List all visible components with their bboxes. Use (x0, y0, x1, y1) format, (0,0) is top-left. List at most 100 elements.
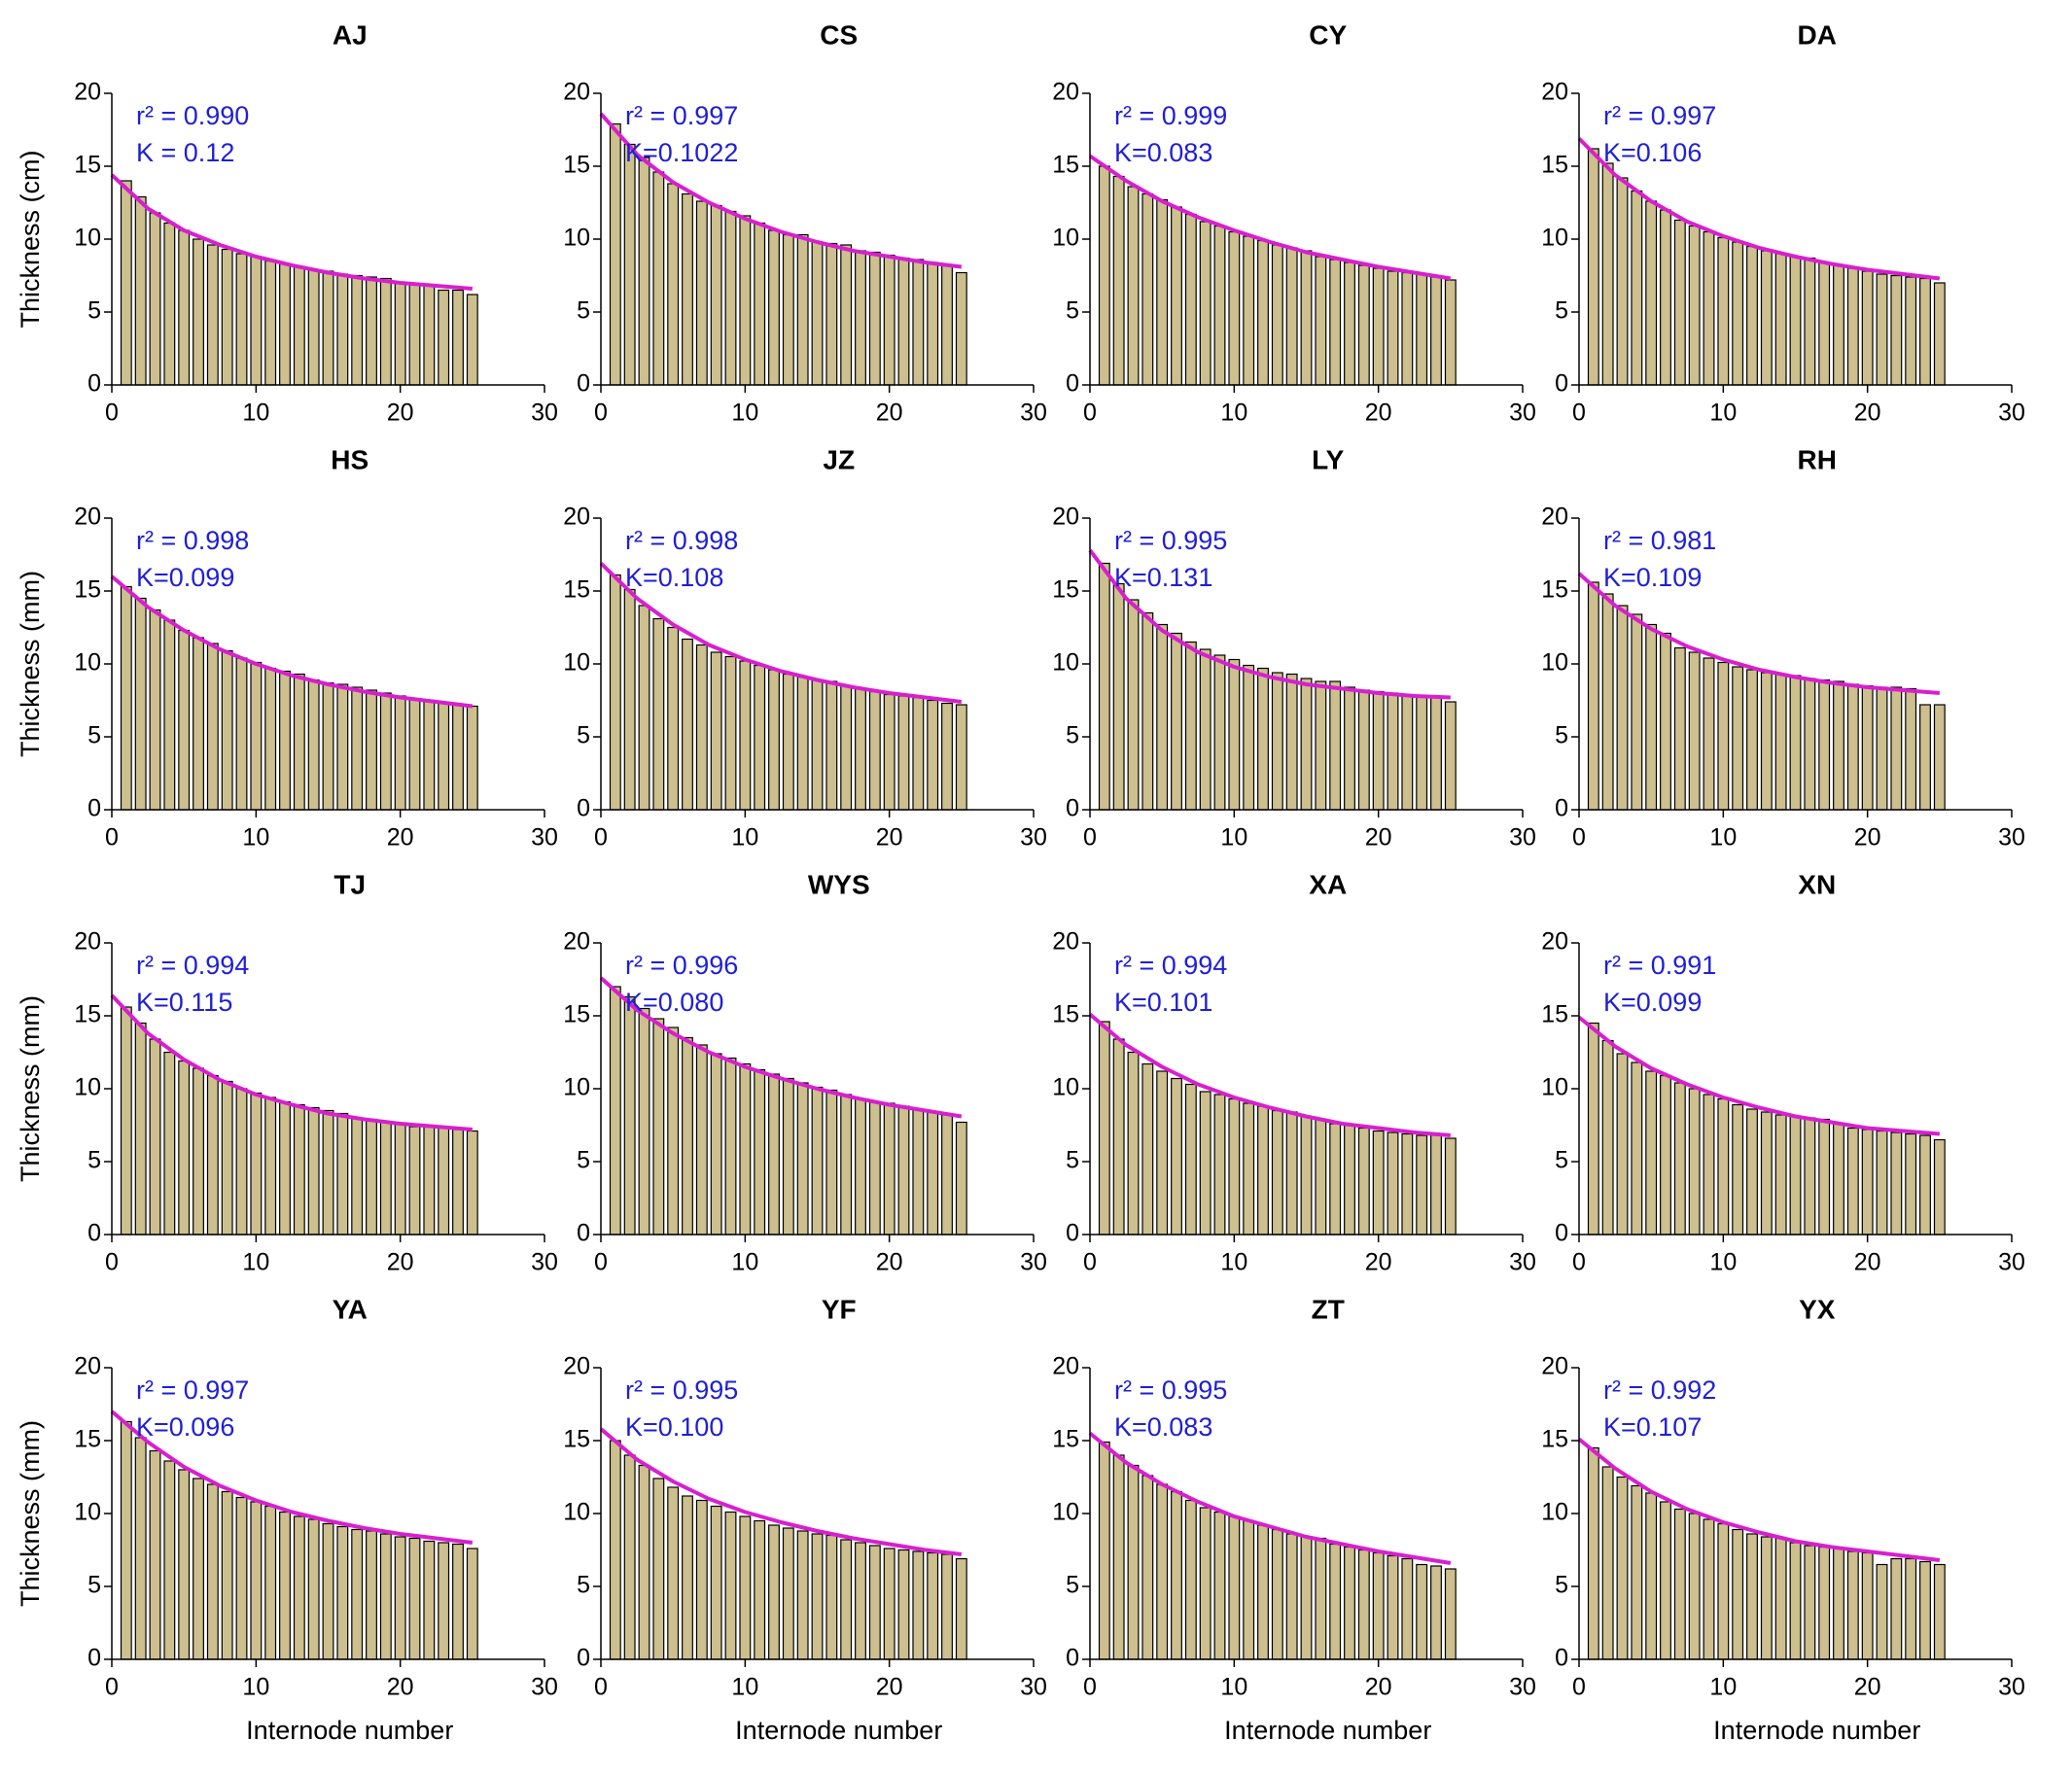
x-tick-label: 10 (731, 1249, 758, 1276)
bar (206, 643, 219, 811)
bar (739, 660, 752, 811)
bar (811, 1533, 824, 1660)
bar (825, 242, 838, 386)
bar (1645, 1070, 1658, 1236)
y-axis-label: Thickness (mm) (16, 571, 45, 757)
fit-annotation: r² = 0.997 (1603, 101, 1716, 130)
fit-annotation: K=0.1022 (625, 138, 738, 167)
bar (1387, 270, 1399, 386)
bar (941, 702, 953, 811)
y-tick-label: 10 (74, 1499, 101, 1526)
x-tick-label: 30 (1998, 1249, 2025, 1276)
bar (250, 1092, 263, 1236)
bar (1243, 1519, 1255, 1660)
bar (307, 268, 320, 386)
bar (120, 1006, 132, 1236)
bar (1357, 1127, 1370, 1236)
bar (1257, 1524, 1269, 1660)
bar (912, 1550, 925, 1660)
fit-curve (1088, 154, 1452, 281)
bar (1184, 1083, 1197, 1236)
bar (1876, 1563, 1888, 1660)
bar (1732, 241, 1744, 386)
bar (1660, 1074, 1671, 1236)
bar (279, 1100, 291, 1236)
bar (1846, 267, 1859, 386)
bar (825, 1534, 838, 1660)
y-tick-label: 20 (1541, 79, 1568, 106)
x-axis-label: Internode number (246, 1716, 453, 1745)
bar (1861, 270, 1874, 386)
bar (1631, 190, 1643, 386)
bar (178, 1469, 191, 1660)
bar (1243, 1102, 1255, 1236)
bar (1919, 1560, 1931, 1660)
y-tick-label: 20 (1052, 504, 1079, 531)
bar (695, 644, 708, 811)
bar (1171, 632, 1182, 811)
bar (1717, 1522, 1730, 1660)
bar (178, 1060, 191, 1236)
bar (235, 253, 248, 386)
y-tick-label: 0 (1066, 1645, 1079, 1672)
fit-annotation: K=0.109 (1603, 563, 1702, 592)
bar (1228, 1515, 1241, 1660)
x-tick-label: 0 (1572, 400, 1586, 427)
bar (1587, 581, 1599, 811)
bar (438, 1542, 450, 1660)
bar (1890, 686, 1903, 811)
bar (868, 1100, 881, 1236)
bar (1243, 235, 1255, 386)
x-tick-label: 0 (1083, 1249, 1097, 1276)
y-tick-label: 15 (74, 576, 101, 604)
bar (1919, 704, 1931, 811)
fit-annotation: r² = 0.981 (1603, 526, 1716, 555)
y-tick-label: 10 (1052, 649, 1079, 677)
fit-annotation: K=0.096 (136, 1412, 234, 1442)
bar (1127, 599, 1140, 811)
bar (379, 1533, 392, 1660)
bar (652, 1478, 665, 1660)
bar (1905, 687, 1917, 811)
bar (1833, 264, 1844, 386)
bar (149, 609, 161, 811)
fit-curve (599, 562, 963, 704)
bar (840, 1094, 853, 1236)
fit-annotation: r² = 0.995 (625, 1375, 738, 1405)
panel-title: XA (1309, 869, 1347, 899)
y-tick-label: 5 (1066, 722, 1079, 749)
bar (293, 673, 305, 811)
bar (1846, 1550, 1859, 1660)
bar (1818, 1546, 1831, 1660)
bar (235, 657, 248, 811)
bar (1257, 1105, 1269, 1236)
y-tick-label: 15 (1052, 152, 1079, 179)
bar (782, 1077, 794, 1236)
y-tick-label: 10 (1541, 649, 1568, 677)
bar (178, 629, 191, 811)
bar (927, 1551, 939, 1660)
bar (739, 1515, 752, 1660)
bar (638, 157, 650, 386)
fit-annotation: r² = 0.995 (1114, 526, 1227, 555)
bar (1746, 669, 1758, 811)
fit-annotation: K = 0.12 (136, 138, 234, 167)
bar (754, 664, 766, 811)
y-tick-label: 5 (88, 297, 101, 325)
bar (1673, 1508, 1686, 1660)
y-tick-label: 15 (563, 576, 590, 604)
y-tick-label: 15 (1541, 152, 1568, 179)
bar (855, 250, 866, 386)
x-tick-label: 0 (1083, 824, 1097, 852)
y-tick-label: 0 (577, 1220, 590, 1247)
bar (1933, 704, 1946, 811)
bar (1213, 225, 1226, 386)
fit-curve (1577, 137, 1941, 281)
x-tick-label: 20 (1854, 824, 1881, 852)
fit-curve (599, 112, 963, 269)
y-tick-label: 5 (88, 722, 101, 749)
y-tick-label: 0 (1066, 370, 1079, 398)
bar (1774, 1537, 1787, 1660)
panel-title: YX (1799, 1294, 1836, 1324)
bar (868, 690, 881, 811)
